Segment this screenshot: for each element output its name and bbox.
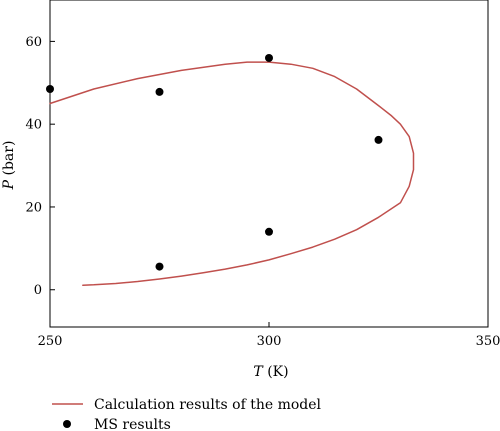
- x-axis-label: T (K): [253, 364, 288, 380]
- model-curve: [49, 61, 415, 286]
- axis-ticks: [49, 40, 489, 327]
- plot-area: [46, 0, 489, 328]
- x-tick-label: 250: [38, 334, 63, 349]
- y-tick-label: 0: [34, 283, 42, 298]
- y-axis-var: P: [1, 179, 17, 190]
- x-tick-label: 350: [476, 334, 500, 349]
- legend: Calculation results of the model MS resu…: [52, 397, 322, 431]
- ms-result-point: [46, 84, 54, 93]
- x-axis-unit: (K): [263, 364, 289, 380]
- tick-labels: 250 300 350 0 20 40 60: [25, 35, 500, 349]
- plot-frame: [49, 0, 489, 328]
- legend-label-model: Calculation results of the model: [94, 397, 322, 413]
- legend-dot-swatch: [63, 420, 71, 428]
- legend-label-ms: MS results: [94, 417, 171, 431]
- x-axis-var: T: [253, 364, 264, 380]
- x-tick-label: 300: [257, 334, 282, 349]
- y-tick-label: 40: [25, 118, 42, 133]
- ms-result-point: [265, 227, 273, 236]
- ms-result-point: [265, 53, 273, 62]
- data-marks: [46, 53, 415, 286]
- y-tick-label: 20: [25, 200, 42, 215]
- ms-result-point: [374, 135, 383, 144]
- y-axis-unit: (bar): [1, 141, 17, 180]
- y-axis-label: P (bar): [1, 141, 17, 191]
- ms-result-point: [155, 262, 164, 271]
- y-tick-label: 60: [25, 35, 42, 50]
- ms-result-point: [155, 87, 164, 96]
